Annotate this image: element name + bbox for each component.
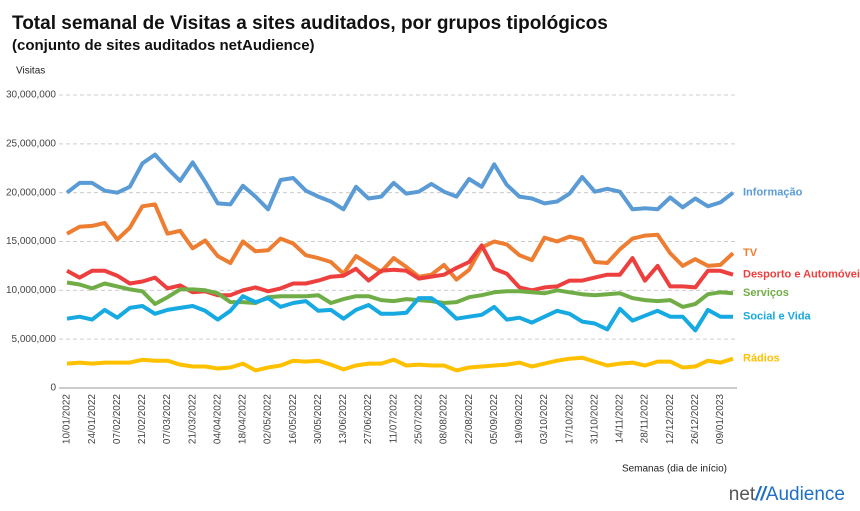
legend-label: Social e Vida — [743, 311, 812, 323]
x-tick-label: 27/06/2022 — [363, 394, 374, 444]
x-tick-label: 22/08/2022 — [464, 394, 475, 444]
series-line — [66, 202, 735, 282]
y-tick-label: 15,000,000 — [6, 236, 56, 247]
logo-slashes: // — [754, 484, 767, 505]
series-line — [66, 294, 733, 333]
chart-subtitle: (conjunto de sites auditados netAudience… — [12, 37, 315, 54]
series-line — [66, 280, 734, 309]
x-tick-label: 30/05/2022 — [313, 394, 324, 444]
x-tick-label: 11/07/2022 — [388, 394, 399, 444]
x-tick-label: 28/11/2022 — [640, 394, 651, 444]
chart-title: Total semanal de Visitas a sites auditad… — [12, 13, 608, 34]
x-tick-label: 03/10/2022 — [539, 394, 550, 444]
legend-label: TV — [743, 247, 758, 259]
legend-label: Informação — [743, 187, 803, 199]
x-tick-label: 09/01/2023 — [715, 394, 726, 444]
x-tick-label: 31/10/2022 — [589, 394, 600, 444]
series-line — [66, 243, 734, 298]
y-tick-label: 20,000,000 — [6, 187, 56, 198]
legend-label: Rádios — [743, 353, 780, 365]
x-tick-label: 19/09/2022 — [514, 394, 525, 444]
y-tick-label: 25,000,000 — [6, 138, 56, 149]
legend-label: Desporto e Automóveis — [743, 269, 860, 281]
x-tick-label: 14/11/2022 — [615, 394, 626, 444]
x-tick-label: 05/09/2022 — [489, 394, 500, 444]
logo-name: Audience — [766, 484, 845, 505]
x-axis-label: Semanas (dia de início) — [622, 464, 727, 475]
x-tick-label: 24/01/2022 — [87, 394, 98, 444]
logo-prefix: net — [729, 484, 756, 505]
y-tick-label: 30,000,000 — [6, 90, 56, 101]
x-tick-label: 18/04/2022 — [238, 394, 249, 444]
x-tick-label: 08/08/2022 — [439, 394, 450, 444]
y-tick-label: 0 — [50, 383, 56, 394]
x-tick-label: 21/02/2022 — [137, 394, 148, 444]
series-line — [66, 355, 734, 373]
x-tick-label: 26/12/2022 — [690, 394, 701, 444]
x-tick-label: 12/12/2022 — [665, 394, 676, 444]
x-tick-label: 07/03/2022 — [162, 394, 173, 444]
x-tick-label: 04/04/2022 — [212, 394, 223, 444]
y-tick-label: 10,000,000 — [6, 285, 56, 296]
x-tick-label: 13/06/2022 — [338, 394, 349, 444]
legend-label: Serviços — [743, 287, 789, 299]
y-tick-label: 5,000,000 — [12, 334, 57, 345]
logo: net//Audience — [729, 484, 845, 505]
y-axis-label: Visitas — [16, 66, 45, 77]
x-tick-label: 16/05/2022 — [288, 394, 299, 444]
x-tick-label: 21/03/2022 — [187, 394, 198, 444]
series-line — [65, 152, 735, 212]
x-tick-label: 17/10/2022 — [564, 394, 575, 444]
x-tick-label: 10/01/2022 — [62, 394, 73, 444]
x-tick-label: 25/07/2022 — [413, 394, 424, 444]
x-tick-label: 02/05/2022 — [263, 394, 274, 444]
x-tick-label: 07/02/2022 — [112, 394, 123, 444]
